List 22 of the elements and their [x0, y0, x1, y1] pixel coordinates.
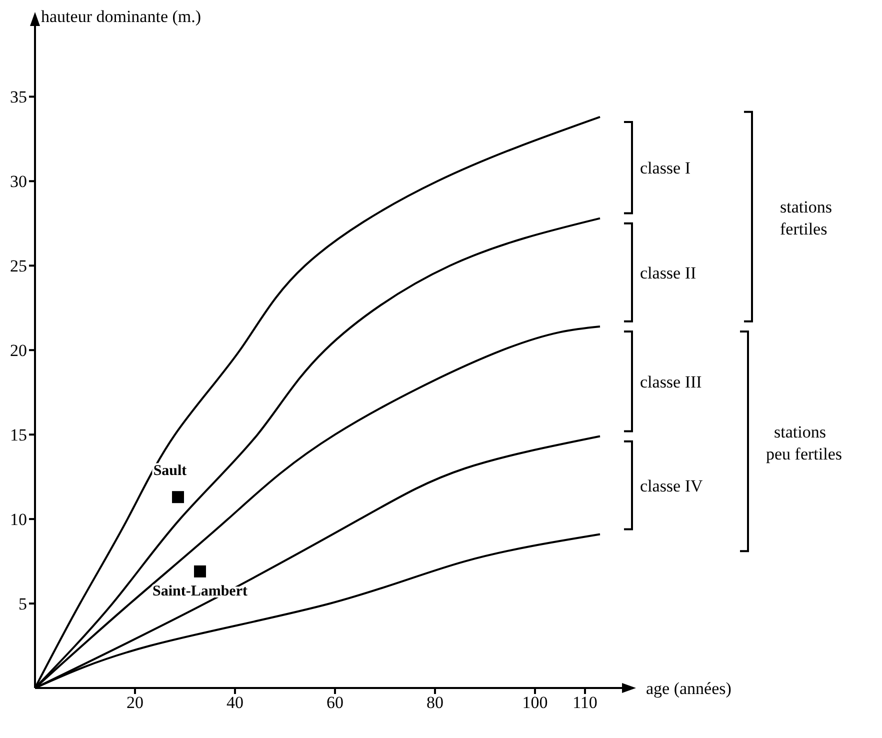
text: classe II	[640, 263, 696, 282]
y-tick-label: 15	[10, 426, 27, 445]
y-tick-label: 25	[10, 256, 27, 276]
y-tick-label: 30	[10, 172, 27, 192]
x-tick-label: 60	[326, 693, 344, 712]
text: classe III	[640, 372, 702, 392]
x-tick-label: 110	[572, 693, 598, 712]
x-axis-title: age (années)	[646, 679, 732, 698]
text: stations fertiles	[780, 198, 832, 239]
annotation: Sault	[153, 463, 187, 480]
y-axis-title: hauteur dominante (m.)	[41, 7, 202, 26]
text: classe IV	[640, 476, 704, 496]
text: stations peu fertiles	[766, 422, 842, 464]
x-tick-label: 20	[126, 693, 144, 712]
y-tick-label: 5	[18, 594, 27, 614]
text: classe I	[640, 158, 691, 178]
y-tick-label: 20	[10, 341, 27, 360]
x-tick-label: 40	[226, 693, 244, 712]
y-tick-label: 10	[10, 510, 27, 530]
x-tick-label: 80	[426, 693, 444, 712]
y-tick-label: 35	[10, 88, 27, 107]
x-tick-label: 100	[522, 693, 548, 712]
